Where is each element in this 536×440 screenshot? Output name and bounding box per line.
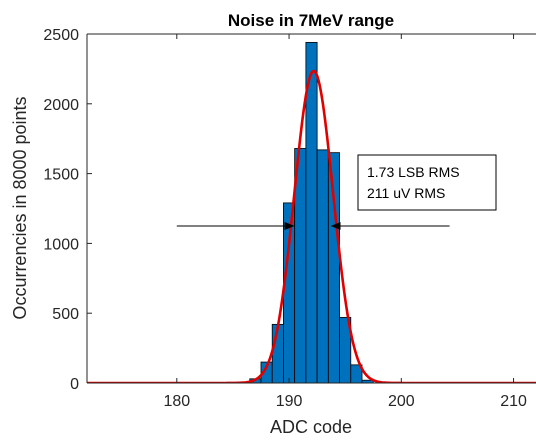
histogram-bar — [327, 152, 340, 384]
rms-annotation: 1.73 LSB RMS 211 uV RMS — [357, 154, 497, 211]
x-tick-label: 190 — [276, 393, 303, 410]
x-tick-label: 180 — [163, 393, 190, 410]
x-tick-label: 200 — [388, 393, 415, 410]
gaussian-fit — [87, 69, 536, 383]
annotation-line-2: 211 uV RMS — [367, 185, 445, 201]
y-axis-label: Occurrencies in 8000 points — [10, 96, 30, 319]
y-tick-label: 0 — [70, 376, 79, 393]
annotation-line-1: 1.73 LSB RMS — [367, 164, 460, 180]
y-tick-label: 500 — [52, 306, 79, 323]
x-tick-label: 210 — [500, 393, 527, 410]
tick-labels: 180 190 200 210 0 500 1000 1500 2000 2500 — [43, 27, 527, 410]
y-tick-label: 1500 — [43, 167, 79, 184]
fit-curve-line — [87, 69, 536, 383]
histogram-bar — [283, 202, 296, 384]
x-axis-label: ADC code — [270, 417, 352, 437]
chart-title: Noise in 7MeV range — [228, 11, 394, 30]
annotation-box — [357, 154, 497, 211]
y-tick-label: 2500 — [43, 27, 79, 44]
y-tick-label: 1000 — [43, 236, 79, 253]
histogram-bar — [316, 149, 329, 384]
axes — [86, 33, 536, 384]
y-tick-label: 2000 — [43, 97, 79, 114]
